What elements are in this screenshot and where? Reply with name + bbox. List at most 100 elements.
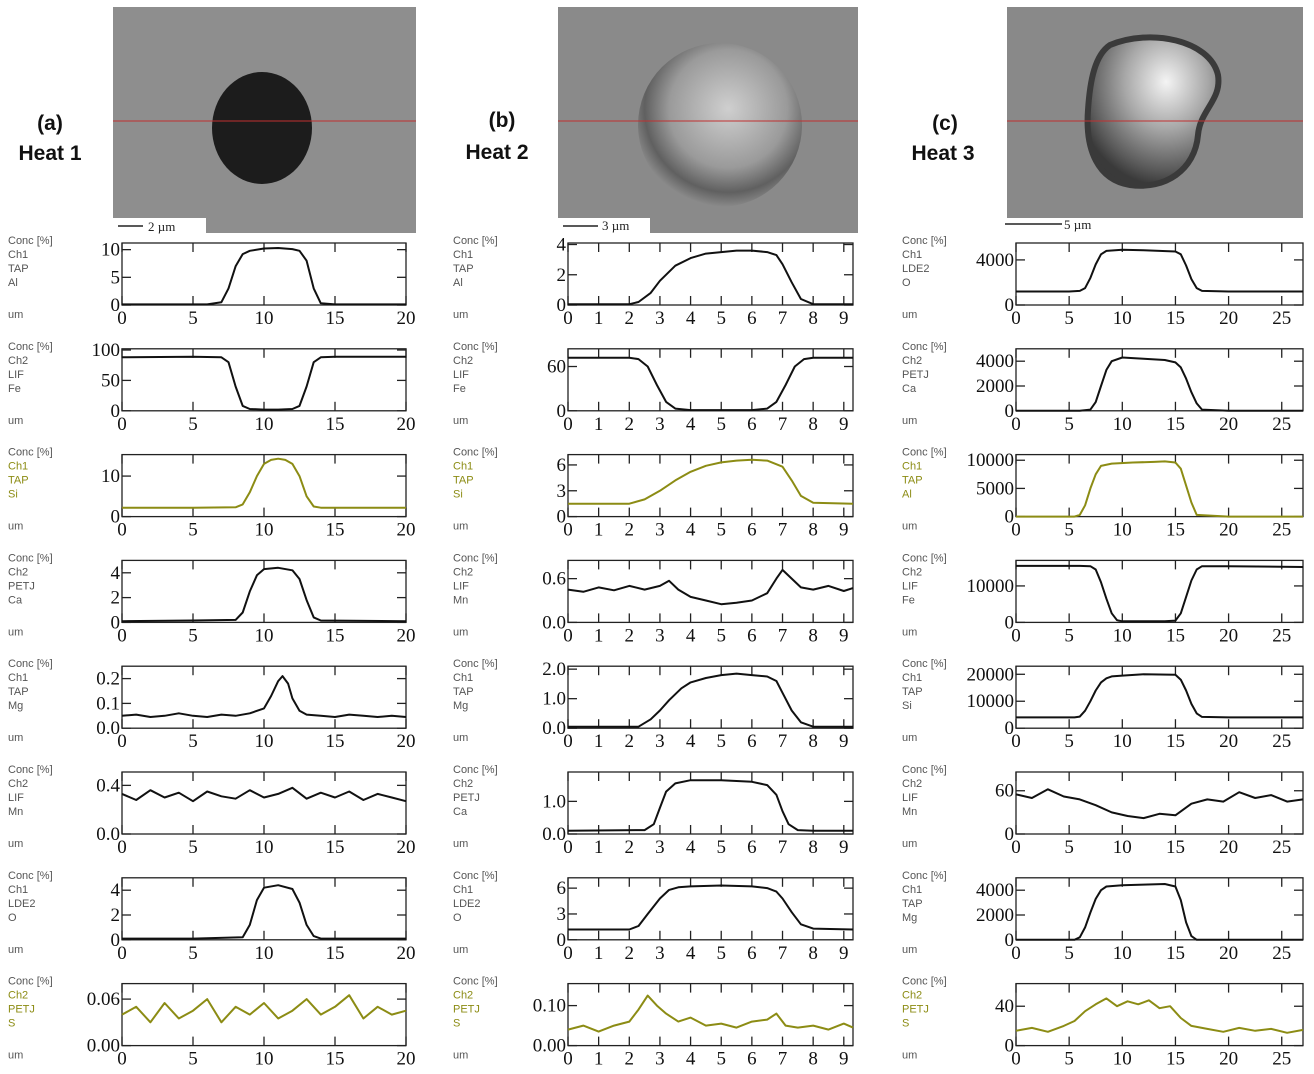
profile-line <box>1016 460 1303 518</box>
side-label: Ch2 <box>8 355 28 367</box>
x-tick-label: 0 <box>117 520 127 541</box>
side-label: S <box>902 1018 909 1030</box>
x-tick-label: 6 <box>747 308 757 329</box>
side-label: Ch2 <box>902 990 922 1002</box>
x-tick-label: 0 <box>563 731 573 752</box>
side-label: PETJ <box>8 1004 35 1016</box>
x-tick-label: 2 <box>625 308 635 329</box>
x-tick-label: 10 <box>255 520 274 541</box>
side-label: O <box>902 277 911 289</box>
x-tick-label: 6 <box>747 1049 757 1070</box>
x-tick-label: 2 <box>625 943 635 964</box>
x-tick-label: 9 <box>839 943 849 964</box>
side-label: Conc [%] <box>902 235 947 247</box>
micrograph-b <box>558 7 858 233</box>
x-tick-label: 0 <box>563 625 573 646</box>
x-tick-label: 5 <box>1064 943 1074 964</box>
side-label: Ch1 <box>902 249 922 261</box>
side-label: Ch1 <box>902 461 922 473</box>
x-tick-label: 0 <box>117 625 127 646</box>
x-tick-label: 3 <box>655 1049 665 1070</box>
y-tick-label: 10 <box>101 466 120 487</box>
x-tick-label: 1 <box>594 731 604 752</box>
side-label: Conc [%] <box>453 235 498 247</box>
panel-title: Heat 2 <box>465 141 528 164</box>
x-axis-label: um <box>8 521 23 533</box>
side-label: Si <box>453 489 463 501</box>
scale-bar-label: 5 µm <box>1064 217 1091 232</box>
x-tick-label: 20 <box>1219 520 1238 541</box>
y-tick-label: 0 <box>557 507 567 528</box>
side-label: TAP <box>8 686 29 698</box>
x-axis-label: um <box>453 732 468 744</box>
x-tick-label: 5 <box>188 1049 198 1070</box>
plot-frame <box>1015 242 1304 306</box>
y-tick-label: 0 <box>1005 295 1015 316</box>
x-tick-label: 3 <box>655 414 665 435</box>
x-tick-label: 1 <box>594 520 604 541</box>
x-tick-label: 5 <box>188 625 198 646</box>
side-label: LDE2 <box>453 898 481 910</box>
side-label: O <box>8 912 17 924</box>
y-tick-label: 2 <box>111 588 121 609</box>
x-tick-label: 1 <box>594 1049 604 1070</box>
side-label: Conc [%] <box>453 341 498 353</box>
x-tick-label: 5 <box>188 837 198 858</box>
y-tick-label: 0 <box>1005 824 1015 845</box>
side-label: Ch2 <box>453 355 473 367</box>
side-label: Ca <box>453 806 468 818</box>
x-tick-label: 9 <box>839 308 849 329</box>
y-tick-label: 0 <box>557 930 567 951</box>
x-tick-label: 8 <box>808 625 818 646</box>
x-tick-label: 10 <box>1113 1049 1132 1070</box>
side-label: TAP <box>8 263 29 275</box>
x-axis-label: um <box>453 1050 468 1062</box>
panel-label: (b) <box>489 109 516 132</box>
y-tick-label: 6 <box>557 878 567 899</box>
y-tick-label: 0 <box>557 401 567 422</box>
side-label: Conc [%] <box>8 552 53 564</box>
x-tick-label: 0 <box>1011 943 1021 964</box>
x-tick-label: 0 <box>1011 837 1021 858</box>
side-label: PETJ <box>453 792 480 804</box>
side-label: Mn <box>902 806 917 818</box>
side-label: Ch2 <box>902 355 922 367</box>
x-tick-label: 5 <box>1064 308 1074 329</box>
side-label: Ch1 <box>8 461 28 473</box>
side-label: Conc [%] <box>453 658 498 670</box>
plot-frame <box>1015 348 1304 412</box>
x-tick-label: 15 <box>1166 308 1185 329</box>
y-tick-label: 0.0 <box>96 718 120 739</box>
x-tick-label: 15 <box>326 731 345 752</box>
y-tick-label: 1.0 <box>542 791 566 812</box>
side-label: Conc [%] <box>8 976 53 988</box>
x-tick-label: 1 <box>594 625 604 646</box>
x-tick-label: 7 <box>778 520 788 541</box>
y-tick-label: 4 <box>557 235 567 256</box>
plot-frame <box>121 771 407 835</box>
panel-title: Heat 3 <box>911 142 974 165</box>
x-axis-label: um <box>902 521 917 533</box>
x-tick-label: 8 <box>808 943 818 964</box>
side-label: PETJ <box>8 580 35 592</box>
x-tick-label: 5 <box>1064 837 1074 858</box>
side-label: Conc [%] <box>902 658 947 670</box>
side-label: O <box>453 912 462 924</box>
y-tick-label: 0 <box>111 612 121 633</box>
plot-frame <box>567 559 854 624</box>
x-tick-label: 4 <box>686 625 696 646</box>
profile-line <box>1016 673 1303 719</box>
x-tick-label: 10 <box>255 625 274 646</box>
x-tick-label: 0 <box>1011 308 1021 329</box>
side-label: Al <box>453 277 463 289</box>
x-tick-label: 10 <box>1113 837 1132 858</box>
side-label: Conc [%] <box>902 552 947 564</box>
x-tick-label: 7 <box>778 414 788 435</box>
x-tick-label: 4 <box>686 520 696 541</box>
x-tick-label: 25 <box>1272 731 1291 752</box>
side-label: Mn <box>453 594 468 606</box>
y-tick-label: 1.0 <box>542 689 566 710</box>
x-tick-label: 20 <box>397 414 416 435</box>
x-tick-label: 0 <box>117 943 127 964</box>
